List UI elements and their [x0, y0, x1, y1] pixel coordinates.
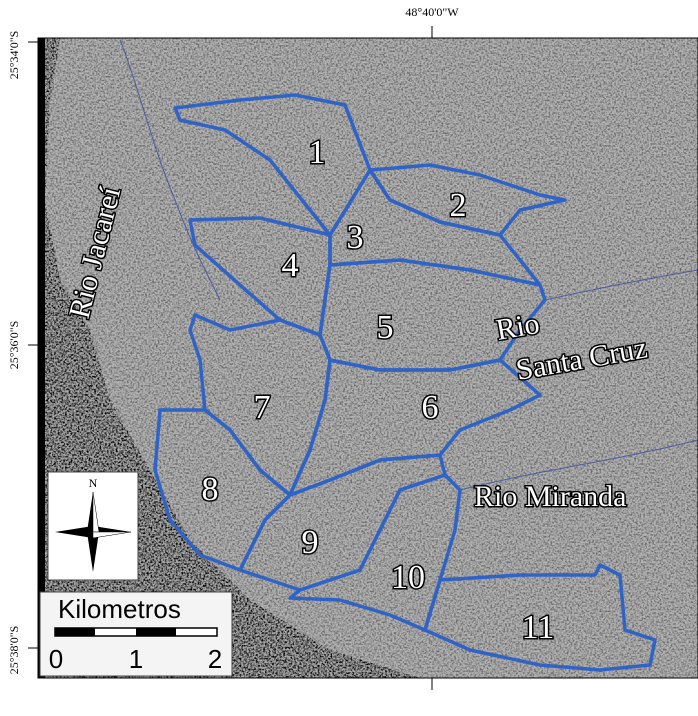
scale-title: Kilometros: [58, 594, 181, 624]
basin-label: 9: [302, 524, 319, 561]
river-label: Rio Miranda: [474, 480, 626, 513]
coord-label: 48°40'0"W: [405, 5, 459, 19]
scale-segment: [136, 628, 176, 636]
scale-bar: Kilometros 0 1 2: [40, 592, 232, 676]
basin-label: 7: [254, 389, 271, 426]
basin-label: 11: [522, 609, 555, 646]
basin-label: 2: [450, 187, 467, 224]
scale-segment: [55, 628, 95, 636]
north-arrow: N: [48, 472, 138, 580]
map: 1 2 3 4 5 6 7 8 9 10 11 Rio Jacareí Rio …: [38, 38, 698, 678]
basin-label: 6: [422, 389, 439, 426]
basin-label: 4: [282, 247, 299, 284]
coord-label: 25°34'0"S: [7, 31, 21, 80]
basin-label: 8: [202, 471, 219, 508]
basin-label: 3: [347, 219, 364, 256]
coord-label: 25°38'0"S: [7, 626, 21, 675]
basin-label: 5: [377, 309, 394, 346]
map-figure: 48°40'0"W 25°34'0"S 25°36'0"S 25°38'0"S …: [0, 0, 698, 716]
basin-label: 10: [391, 559, 425, 596]
scale-label: 2: [208, 644, 222, 674]
scale-label: 0: [49, 644, 63, 674]
north-label: N: [89, 476, 98, 490]
basin-label: 1: [309, 134, 326, 171]
coord-label: 25°36'0"S: [7, 321, 21, 370]
scale-label: 1: [129, 644, 143, 674]
